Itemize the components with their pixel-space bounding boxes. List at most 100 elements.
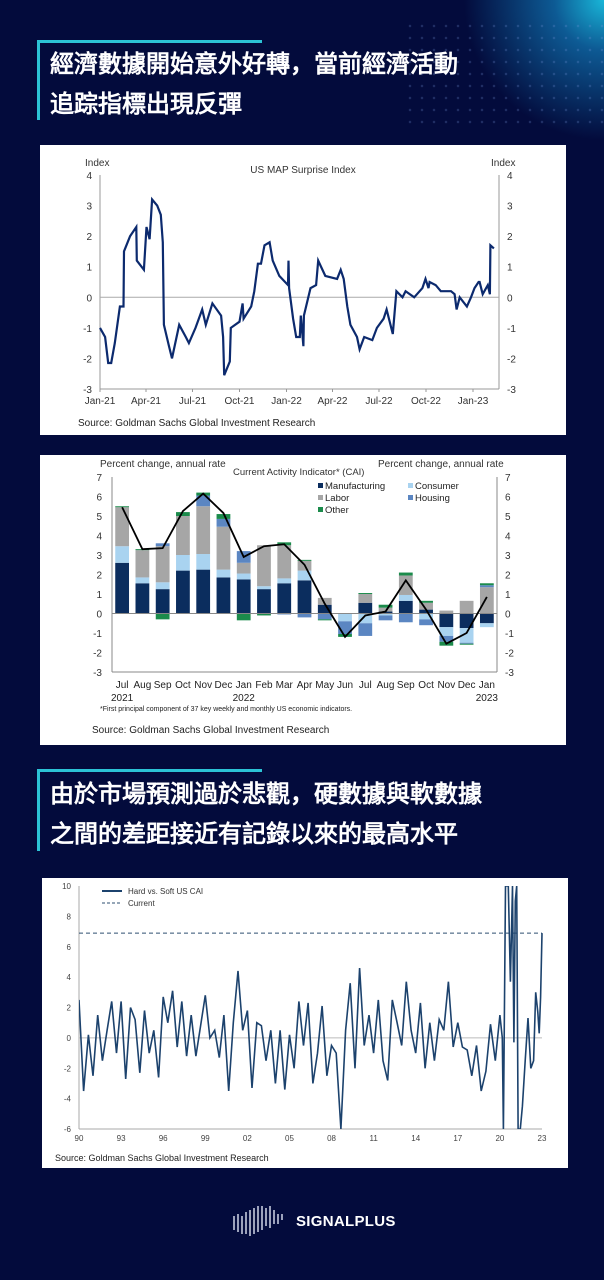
x-tick-label: Jan bbox=[236, 680, 252, 691]
bar-segment-labor bbox=[439, 610, 454, 614]
x-tick-label: Jan bbox=[479, 680, 495, 691]
bar-segment-consumer bbox=[439, 627, 454, 636]
y-tick-label: 0 bbox=[67, 1034, 72, 1043]
bar-segment-labor bbox=[358, 594, 373, 603]
bar-segment-manufacturing bbox=[439, 613, 454, 628]
logo-text: SIGNALPLUS bbox=[296, 1212, 396, 1230]
bar-segment-housing bbox=[439, 635, 454, 642]
source-note: Source: Goldman Sachs Global Investment … bbox=[92, 725, 329, 736]
bar-segment-manufacturing bbox=[378, 611, 393, 614]
bar-segment-consumer bbox=[398, 594, 413, 601]
bar-segment-other bbox=[398, 572, 413, 576]
y-tick-label-left: 4 bbox=[96, 532, 102, 543]
bar-segment-manufacturing bbox=[216, 577, 231, 614]
bar-segment-labor bbox=[135, 550, 150, 578]
x-tick-label: 23 bbox=[538, 1134, 547, 1143]
bar-segment-housing bbox=[155, 543, 170, 547]
bar-segment-labor bbox=[236, 562, 251, 574]
hard-soft-cai-line bbox=[79, 886, 543, 1129]
bar-segment-consumer bbox=[297, 570, 312, 581]
y-tick-label: -4 bbox=[64, 1095, 72, 1104]
legend-swatch bbox=[408, 495, 413, 500]
bar-segment-other bbox=[378, 604, 393, 608]
bar-segment-other bbox=[236, 613, 251, 621]
x-tick-label: 99 bbox=[201, 1134, 210, 1143]
y-tick-label-right: 3 bbox=[507, 202, 513, 213]
y-tick-label-left: -2 bbox=[93, 649, 102, 660]
y-tick-label-left: -3 bbox=[83, 385, 92, 396]
bar-segment-consumer bbox=[155, 582, 170, 590]
x-year-label: 2022 bbox=[233, 693, 256, 704]
heading-line: 之間的差距接近有記錄以來的最高水平 bbox=[50, 820, 458, 848]
y-tick-label-right: 1 bbox=[505, 590, 511, 601]
y-axis-label-left: Index bbox=[85, 158, 109, 169]
x-tick-label: Oct bbox=[175, 680, 191, 691]
bar-segment-housing bbox=[297, 613, 312, 618]
x-tick-label: 14 bbox=[411, 1134, 420, 1143]
y-axis-label-left: Percent change, annual rate bbox=[100, 459, 226, 470]
x-tick-label: 96 bbox=[159, 1134, 168, 1143]
x-tick-label: 93 bbox=[117, 1134, 126, 1143]
x-tick-label: 08 bbox=[327, 1134, 336, 1143]
y-tick-label-left: -3 bbox=[93, 668, 102, 679]
x-tick-label: Aug bbox=[377, 680, 395, 691]
cai-chart: Percent change, annual rate Percent chang… bbox=[92, 459, 514, 736]
surprise-index-line bbox=[99, 196, 495, 376]
legend-label: Other bbox=[325, 505, 349, 516]
bar-segment-manufacturing bbox=[297, 580, 312, 614]
y-tick-label-left: -2 bbox=[83, 354, 92, 365]
bar-segment-labor bbox=[155, 546, 170, 583]
bar-segment-manufacturing bbox=[257, 589, 271, 614]
heading-accent-bar bbox=[37, 769, 40, 851]
legend-label: Consumer bbox=[415, 481, 459, 492]
x-tick-label: Apr-21 bbox=[131, 396, 161, 407]
bar-segment-other bbox=[459, 643, 474, 645]
bar-segment-labor bbox=[378, 607, 393, 612]
bar-segment-consumer bbox=[236, 573, 251, 580]
bar-segment-other bbox=[115, 506, 130, 508]
y-tick-label-left: 0 bbox=[96, 610, 102, 621]
chart-title: Current Activity Indicator* (CAI) bbox=[233, 467, 364, 478]
bar-segment-other bbox=[317, 619, 332, 621]
hard-soft-chart-panel: 10 8 6 4 2 0 -2 -4 -6 90 93 96 99 02 05 08 11 14 17 20 23 Har… bbox=[42, 878, 568, 1168]
y-tick-label-right: 2 bbox=[507, 232, 513, 243]
x-tick-label: Apr-22 bbox=[317, 396, 347, 407]
bar-segment-manufacturing bbox=[236, 579, 251, 614]
y-tick-label-right: 4 bbox=[507, 171, 513, 182]
y-axis-label-right: Index bbox=[491, 158, 515, 169]
x-tick-label: Dec bbox=[215, 680, 233, 691]
bar-segment-labor bbox=[277, 545, 292, 579]
y-tick-label-left: 5 bbox=[96, 512, 102, 523]
bar-segment-labor bbox=[196, 506, 211, 555]
y-tick-label-right: -1 bbox=[505, 629, 514, 640]
bar-segment-other bbox=[358, 593, 373, 594]
y-tick-label-left: 1 bbox=[96, 590, 102, 601]
cai-line bbox=[121, 492, 488, 645]
y-tick-label-right: 7 bbox=[505, 473, 511, 484]
bar-segment-labor bbox=[459, 600, 474, 614]
x-tick-label: 17 bbox=[453, 1134, 462, 1143]
background-dot-pattern bbox=[404, 20, 604, 130]
chart-title: US MAP Surprise Index bbox=[250, 165, 355, 176]
y-tick-label-right: 6 bbox=[505, 493, 511, 504]
bar-segment-labor bbox=[317, 597, 332, 605]
x-tick-label: Feb bbox=[255, 680, 273, 691]
x-tick-label: 20 bbox=[495, 1134, 504, 1143]
bar-segment-consumer bbox=[459, 628, 474, 643]
legend-label: Hard vs. Soft US CAI bbox=[128, 887, 203, 896]
x-tick-label: Nov bbox=[194, 680, 212, 691]
y-tick-label: 8 bbox=[67, 912, 72, 921]
heading-line: 追踪指標出現反彈 bbox=[50, 90, 242, 118]
source-note: Source: Goldman Sachs Global Investment … bbox=[78, 418, 315, 429]
x-tick-label: Jan-23 bbox=[458, 396, 489, 407]
heading-accent-line bbox=[37, 769, 262, 772]
source-note: Source: Goldman Sachs Global Investment … bbox=[55, 1153, 269, 1163]
y-tick-label-left: -1 bbox=[93, 629, 102, 640]
bar-segment-other bbox=[419, 600, 433, 603]
x-tick-label: Jul-22 bbox=[365, 396, 393, 407]
y-axis-label-right: Percent change, annual rate bbox=[378, 459, 504, 470]
bar-segment-manufacturing bbox=[398, 600, 413, 614]
bar-segment-manufacturing bbox=[317, 604, 332, 614]
bar-segment-labor bbox=[176, 516, 190, 555]
